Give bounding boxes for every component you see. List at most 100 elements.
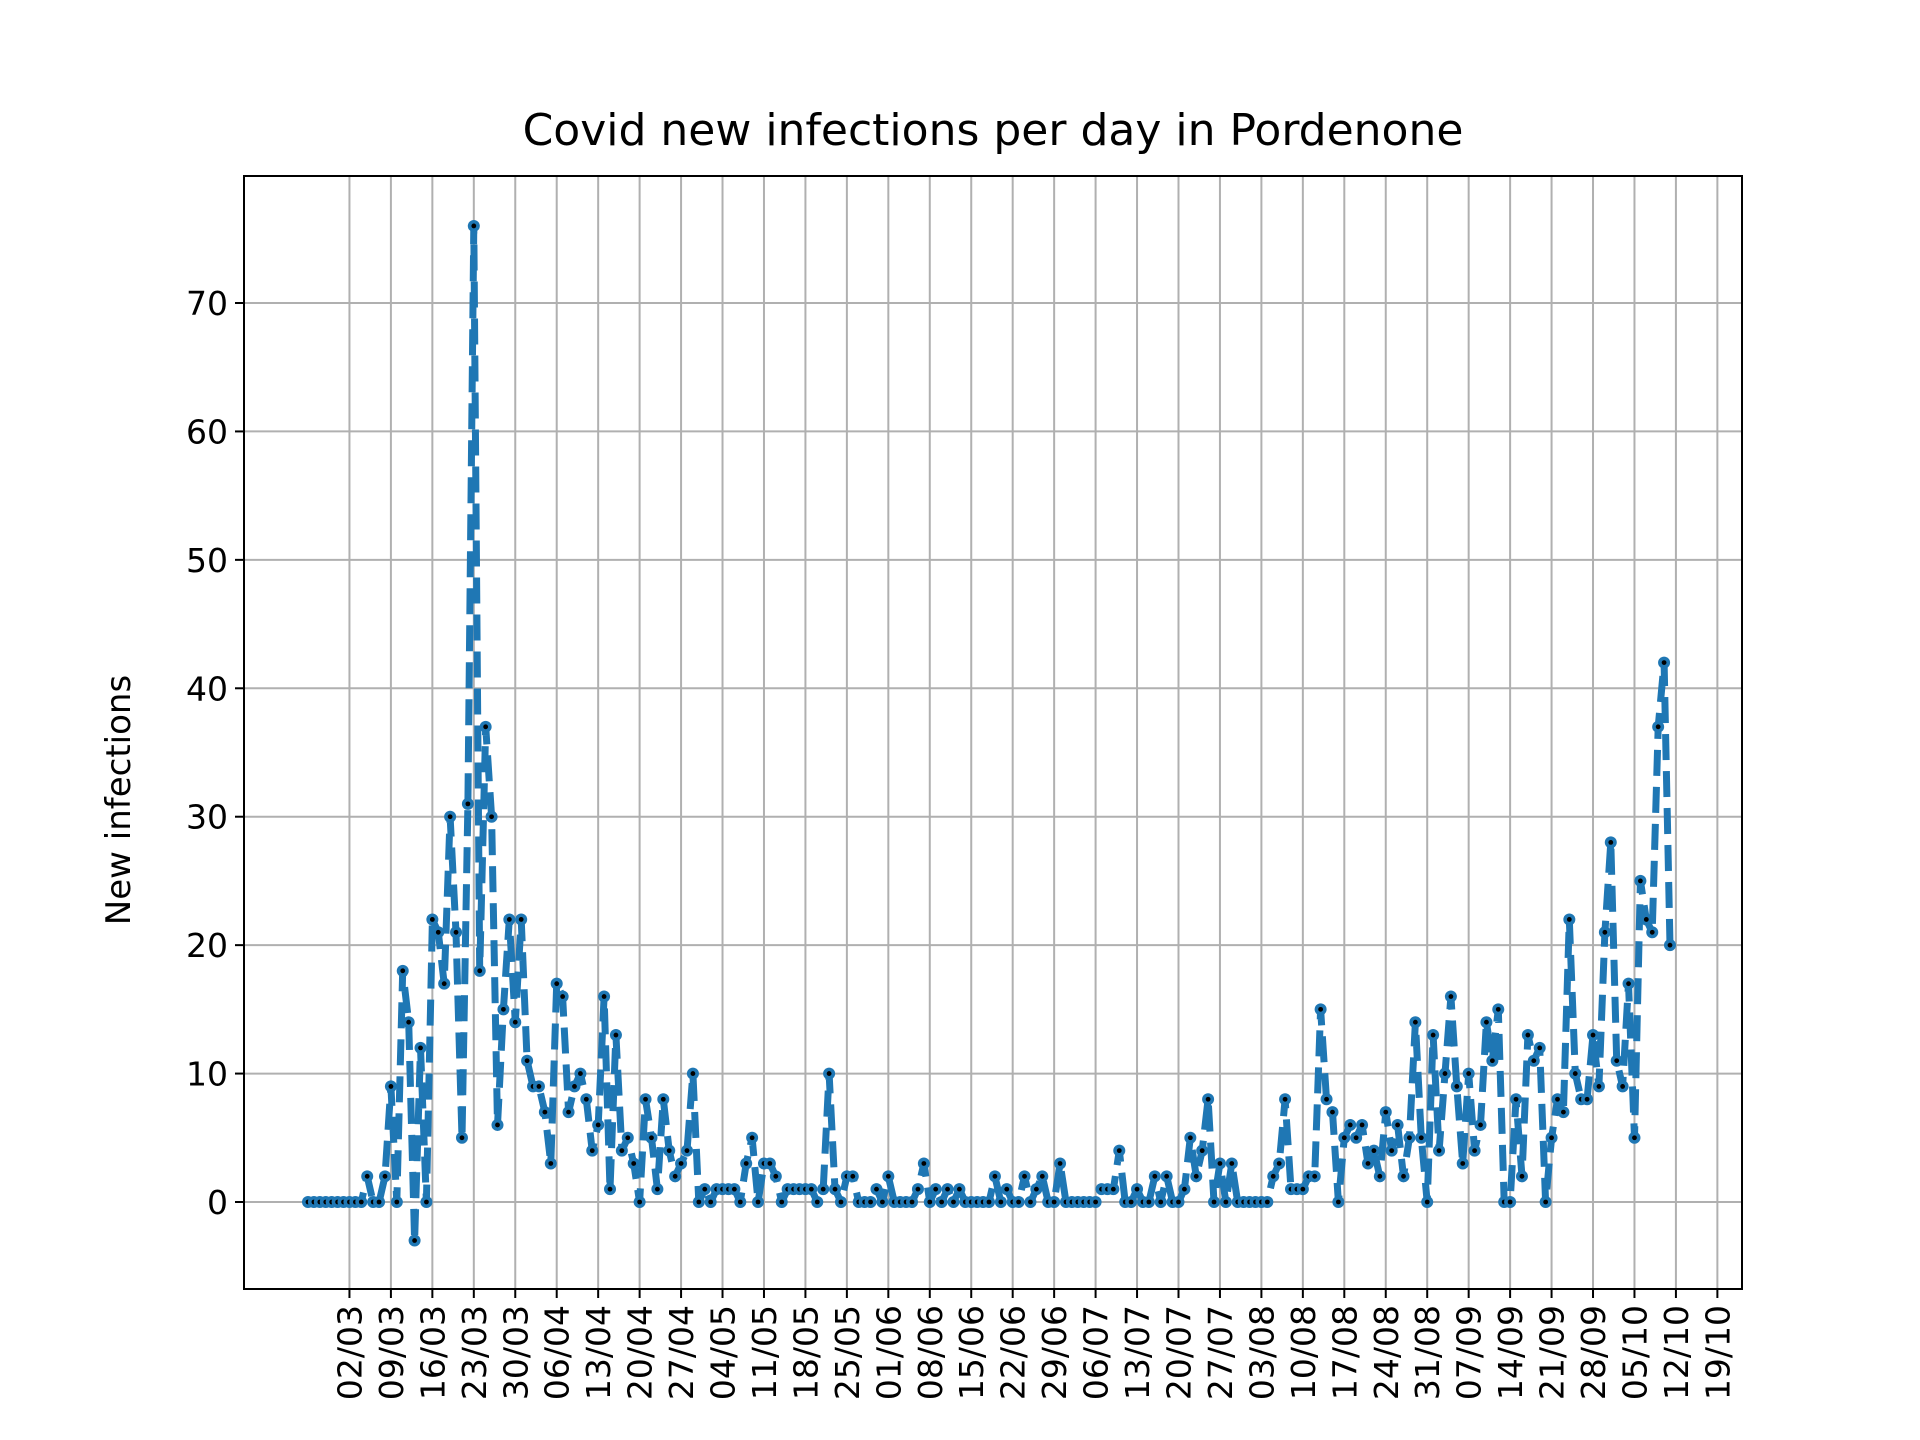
data-point-center bbox=[1614, 1058, 1620, 1064]
data-point-center bbox=[1152, 1173, 1158, 1179]
x-tick-label: 10/08 bbox=[1284, 1305, 1323, 1400]
data-point-center bbox=[1626, 981, 1631, 987]
data-point-center bbox=[1608, 840, 1614, 845]
x-tick-label: 01/06 bbox=[869, 1305, 908, 1400]
data-point-center bbox=[1484, 1019, 1489, 1025]
data-point-center bbox=[388, 1084, 394, 1089]
data-point-center bbox=[631, 1161, 637, 1166]
data-point-center bbox=[1590, 1032, 1596, 1038]
data-point-center bbox=[1229, 1161, 1235, 1166]
data-point-center bbox=[643, 1096, 648, 1102]
data-point-center bbox=[678, 1161, 684, 1166]
data-point-center bbox=[566, 1109, 571, 1115]
data-point-center bbox=[548, 1161, 554, 1166]
x-tick-label: 27/07 bbox=[1201, 1305, 1240, 1400]
y-tick-label: 70 bbox=[186, 284, 228, 323]
y-axis-label: New infections bbox=[99, 675, 139, 925]
y-tick-label: 50 bbox=[186, 541, 228, 580]
data-point-center bbox=[477, 968, 483, 974]
data-point-center bbox=[1436, 1148, 1442, 1154]
data-point-center bbox=[684, 1148, 690, 1154]
data-point-center bbox=[992, 1173, 998, 1179]
data-point-center bbox=[1022, 1173, 1027, 1179]
data-point-center bbox=[1525, 1032, 1531, 1038]
data-point-center bbox=[1661, 660, 1667, 665]
data-point-center bbox=[1134, 1186, 1140, 1192]
data-point-center bbox=[779, 1199, 785, 1205]
plot-area-frame bbox=[243, 175, 1743, 1290]
x-tick-label: 07/09 bbox=[1450, 1305, 1489, 1400]
data-point-center bbox=[512, 1019, 518, 1025]
data-point-center bbox=[1217, 1161, 1223, 1166]
data-point-center bbox=[1430, 1032, 1436, 1038]
data-point-center bbox=[1330, 1109, 1335, 1115]
y-tick-label: 40 bbox=[186, 669, 228, 708]
data-point-center bbox=[1407, 1135, 1412, 1141]
data-point-center bbox=[1028, 1199, 1033, 1205]
data-point-center bbox=[749, 1135, 755, 1141]
x-tick-label: 19/10 bbox=[1698, 1305, 1737, 1400]
data-point-center bbox=[933, 1186, 939, 1192]
data-point-center bbox=[1187, 1135, 1193, 1141]
data-point-center bbox=[506, 917, 512, 922]
data-point-center bbox=[1182, 1186, 1187, 1192]
data-point-center bbox=[1365, 1161, 1371, 1166]
data-point-center bbox=[1561, 1109, 1566, 1115]
data-point-center bbox=[619, 1148, 625, 1154]
data-point-center bbox=[1572, 1071, 1578, 1076]
data-point-center bbox=[1466, 1071, 1472, 1076]
data-point-center bbox=[489, 814, 494, 820]
data-point-center bbox=[826, 1071, 832, 1076]
x-tick-label: 23/03 bbox=[455, 1305, 494, 1400]
data-point-center bbox=[1489, 1058, 1495, 1064]
data-point-center bbox=[1270, 1173, 1276, 1179]
data-point-center bbox=[1359, 1122, 1365, 1128]
data-point-center bbox=[1418, 1135, 1424, 1141]
data-point-center bbox=[1495, 1006, 1501, 1012]
data-point-center bbox=[412, 1238, 417, 1243]
data-point-center bbox=[382, 1173, 388, 1179]
x-tick-label: 31/08 bbox=[1408, 1305, 1447, 1400]
x-tick-label: 21/09 bbox=[1533, 1305, 1572, 1400]
data-point-center bbox=[850, 1173, 856, 1179]
data-point-center bbox=[1620, 1084, 1626, 1089]
x-tick-label: 28/09 bbox=[1574, 1305, 1613, 1400]
x-tick-label: 20/07 bbox=[1159, 1305, 1198, 1400]
data-point-center bbox=[435, 929, 441, 935]
data-point-center bbox=[554, 981, 560, 987]
data-point-center bbox=[1205, 1096, 1211, 1102]
data-point-center bbox=[1371, 1148, 1377, 1154]
data-point-center bbox=[595, 1122, 601, 1128]
x-tick-label: 27/04 bbox=[662, 1305, 701, 1400]
data-point-center bbox=[832, 1186, 838, 1192]
data-point-center bbox=[1300, 1186, 1306, 1192]
data-point-center bbox=[737, 1199, 743, 1205]
x-tick-label: 13/04 bbox=[579, 1305, 618, 1400]
data-point-center bbox=[1460, 1161, 1466, 1166]
data-point-center bbox=[1324, 1096, 1329, 1102]
data-point-center bbox=[654, 1186, 660, 1192]
data-point-center bbox=[1383, 1109, 1389, 1115]
data-point-center bbox=[1531, 1058, 1537, 1064]
data-point-center bbox=[1454, 1084, 1460, 1089]
data-point-center bbox=[1335, 1199, 1341, 1205]
x-tick-label: 29/06 bbox=[1035, 1305, 1074, 1400]
data-point-center bbox=[956, 1186, 962, 1192]
data-point-center bbox=[1424, 1199, 1430, 1205]
data-point-center bbox=[418, 1045, 423, 1051]
data-point-center bbox=[1116, 1148, 1122, 1154]
data-point-center bbox=[1282, 1096, 1288, 1102]
data-point-center bbox=[1039, 1173, 1045, 1179]
x-tick-label: 15/06 bbox=[952, 1305, 991, 1400]
x-tick-label: 12/10 bbox=[1657, 1305, 1696, 1400]
data-point-center bbox=[1146, 1199, 1152, 1205]
data-point-center bbox=[1158, 1199, 1164, 1205]
data-point-center bbox=[1389, 1148, 1395, 1154]
data-point-center bbox=[406, 1019, 412, 1025]
data-point-center bbox=[1632, 1135, 1637, 1141]
data-point-center bbox=[1004, 1186, 1010, 1192]
data-point-center bbox=[560, 994, 566, 999]
data-point-center bbox=[495, 1122, 500, 1128]
data-point-center bbox=[613, 1032, 619, 1038]
